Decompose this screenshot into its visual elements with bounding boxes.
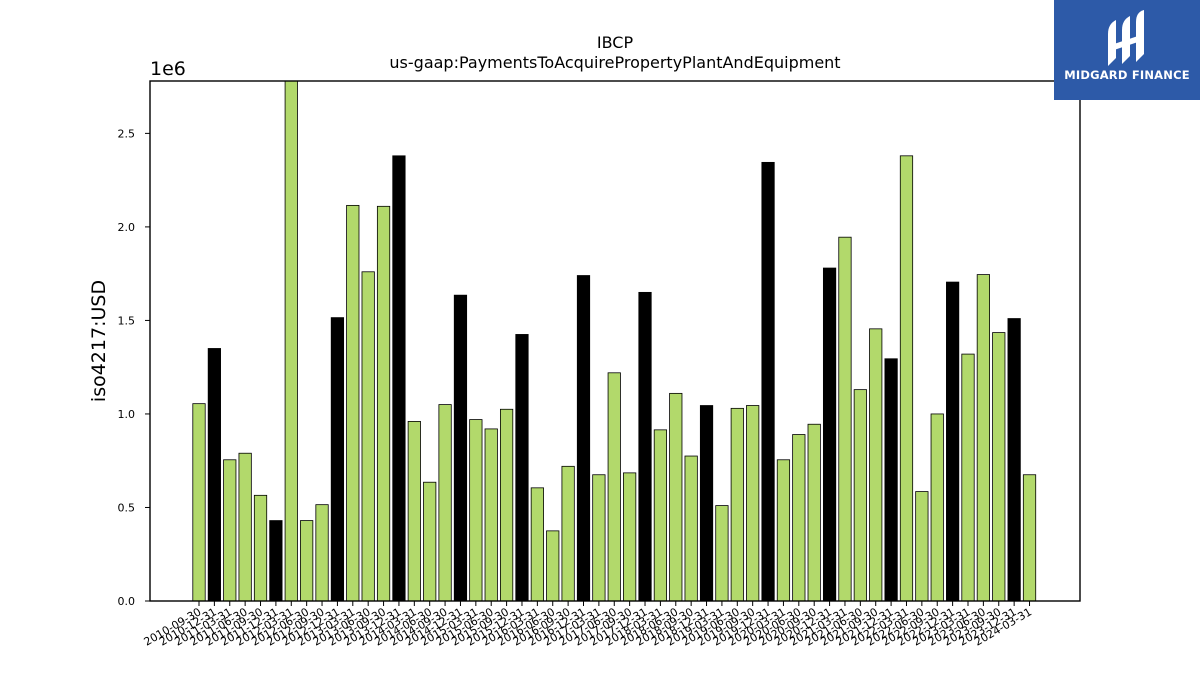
bar-2011-09-30 [253, 494, 268, 602]
bar-2018-03-31 [653, 429, 668, 602]
logo-text: MIDGARD FINANCE [1064, 68, 1190, 82]
bar-2018-06-30 [669, 392, 683, 602]
bar-2012-12-31 [330, 317, 345, 602]
y-tick-label: 0.5 [118, 501, 136, 514]
bar-2010-09-30 [192, 403, 206, 602]
y-tick-label: 0.0 [118, 595, 136, 608]
plot-frame [149, 80, 1081, 602]
bar-2017-12-31 [638, 291, 652, 602]
bar-2016-03-31 [530, 487, 544, 602]
bar-2023-09-30 [992, 332, 1006, 602]
bars-group [192, 80, 1037, 602]
y-tick-label: 2.5 [118, 127, 136, 140]
bar-2022-03-31 [899, 155, 914, 602]
bar-2023-12-31 [1007, 318, 1021, 602]
bar-2016-12-31 [576, 275, 591, 602]
bar-2017-03-31 [592, 474, 606, 602]
bar-2013-12-31 [392, 155, 406, 602]
bar-2017-06-30 [607, 372, 621, 602]
bar-2018-09-30 [684, 455, 698, 602]
bar-2011-03-31 [223, 459, 237, 602]
bar-2010-12-31 [207, 348, 221, 602]
bar-2017-09-30 [623, 472, 637, 602]
y-offset-label: 1e6 [150, 58, 186, 80]
bar-2016-09-30 [561, 465, 575, 602]
bar-2020-09-30 [807, 423, 821, 602]
bar-2015-06-30 [484, 428, 498, 602]
bar-2022-09-30 [930, 413, 944, 602]
y-axis-ticks: 0.0 0.5 1.0 1.5 2.0 2.5 [118, 127, 150, 608]
bar-2015-09-30 [499, 408, 514, 602]
bar-2021-09-30 [869, 328, 883, 602]
bar-2014-03-31 [407, 421, 421, 602]
bar-2018-12-31 [699, 405, 714, 602]
bar-2023-03-31 [961, 353, 975, 602]
midgard-logo-mark-icon [1108, 10, 1144, 66]
bar-2022-12-31 [946, 281, 960, 602]
bar-2012-09-30 [315, 504, 329, 602]
bar-2016-06-30 [546, 530, 560, 602]
bar-2015-12-31 [515, 334, 529, 602]
bar-2019-03-31 [715, 505, 729, 602]
bar-2024-03-31 [1022, 474, 1037, 602]
bar-2019-12-31 [761, 161, 775, 602]
bar-2019-09-30 [746, 405, 760, 602]
bar-2021-06-30 [853, 389, 867, 602]
bar-2020-06-30 [792, 434, 806, 602]
chart-title: IBCP [597, 33, 634, 52]
bar-2023-06-30 [976, 274, 990, 602]
bar-2021-12-31 [884, 358, 898, 602]
bar-2020-12-31 [822, 267, 837, 602]
bar-2011-12-31 [269, 520, 283, 602]
y-tick-label: 1.5 [118, 314, 136, 327]
x-axis-ticks: 2010-09-302010-12-312011-03-312011-06-30… [142, 601, 1034, 649]
bar-2012-03-31 [284, 80, 298, 602]
bar-2014-09-30 [438, 404, 452, 602]
bar-2013-09-30 [376, 205, 391, 602]
bar-2022-06-30 [915, 491, 929, 602]
y-axis-label: iso4217:USD [88, 280, 110, 402]
midgard-finance-logo: MIDGARD FINANCE [1054, 0, 1200, 100]
bar-2014-06-30 [423, 481, 437, 602]
bar-2011-06-30 [238, 452, 252, 602]
y-tick-label: 2.0 [118, 221, 136, 234]
bar-2013-06-30 [361, 271, 375, 602]
bar-2015-03-31 [469, 419, 483, 602]
bar-2020-03-31 [776, 459, 791, 602]
bar-2014-12-31 [453, 294, 468, 602]
bar-2012-06-30 [300, 520, 314, 602]
bar-2019-06-30 [730, 407, 744, 602]
y-tick-label: 1.0 [118, 408, 136, 421]
bar-2013-03-31 [346, 204, 360, 602]
bar-2021-03-31 [838, 236, 852, 602]
chart-subtitle: us-gaap:PaymentsToAcquirePropertyPlantAn… [389, 53, 840, 72]
